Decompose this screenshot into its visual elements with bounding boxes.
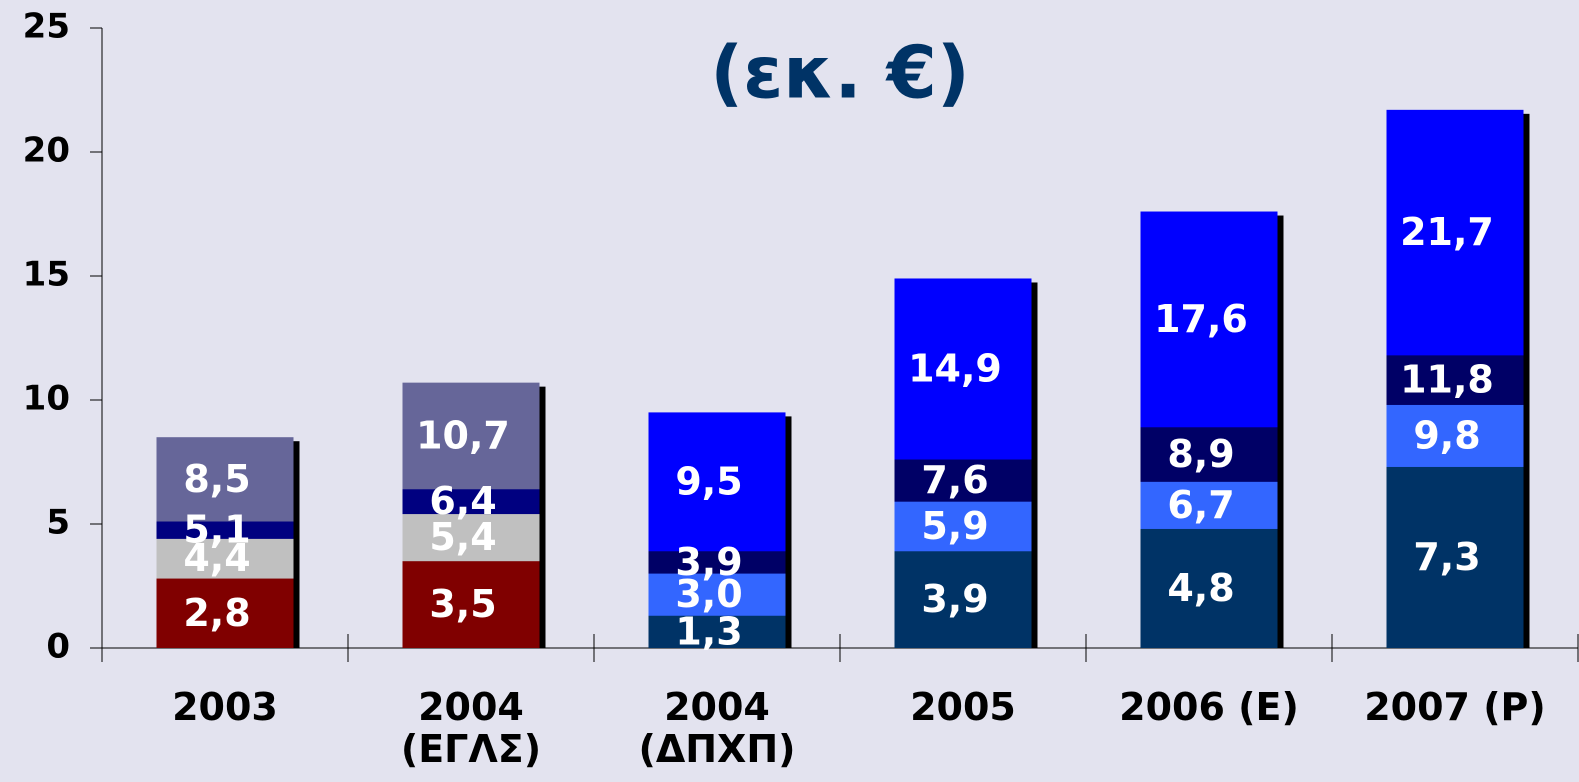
value-label: 17,6 <box>1154 297 1248 341</box>
value-label: 21,7 <box>1400 210 1494 254</box>
bar <box>894 551 1032 648</box>
value-label: 3,0 <box>675 572 742 616</box>
x-tick-label: 2005 <box>910 685 1016 729</box>
y-tick-label: 0 <box>46 627 70 667</box>
y-tick-label: 10 <box>23 379 70 419</box>
bar <box>1140 528 1278 648</box>
y-tick-label: 5 <box>46 503 70 543</box>
bar <box>1386 466 1524 648</box>
value-label: 3,9 <box>675 540 742 584</box>
value-label: 9,8 <box>1413 413 1480 457</box>
value-label: 3,9 <box>921 577 988 621</box>
value-label: 11,8 <box>1400 358 1494 402</box>
value-label: 8,9 <box>1167 432 1234 476</box>
x-tick-label: 2004 (ΔΠΧΠ) <box>638 685 796 771</box>
value-label: 5,4 <box>429 515 496 559</box>
value-label: 3,5 <box>429 582 496 626</box>
value-label: 7,3 <box>1413 535 1480 579</box>
x-tick-label: 2006 (Ε) <box>1119 685 1299 729</box>
x-tick-label: 2004 (ΕΓΛΣ) <box>400 685 542 771</box>
value-label: 14,9 <box>908 347 1002 391</box>
value-label: 6,4 <box>429 479 496 523</box>
value-label: 6,7 <box>1167 483 1234 527</box>
y-tick-label: 15 <box>23 255 70 295</box>
x-tick-label: 2003 <box>172 685 278 729</box>
value-label: 5,9 <box>921 504 988 548</box>
x-tick-label: 2007 (Ρ) <box>1364 685 1546 729</box>
chart-title: (εκ. €) <box>710 31 970 115</box>
value-label: 4,8 <box>1167 566 1234 610</box>
bar <box>402 561 540 648</box>
value-label: 1,3 <box>675 609 742 653</box>
y-tick-label: 25 <box>23 7 70 47</box>
value-label: 5,1 <box>183 508 250 552</box>
bar <box>156 578 294 648</box>
value-label: 4,4 <box>183 536 250 580</box>
value-label: 8,5 <box>183 457 250 501</box>
y-tick-label: 20 <box>23 131 70 171</box>
value-label: 10,7 <box>416 413 510 457</box>
bar <box>648 615 786 648</box>
value-label: 7,6 <box>921 458 988 502</box>
value-label: 9,5 <box>675 459 742 503</box>
value-label: 2,8 <box>183 591 250 635</box>
